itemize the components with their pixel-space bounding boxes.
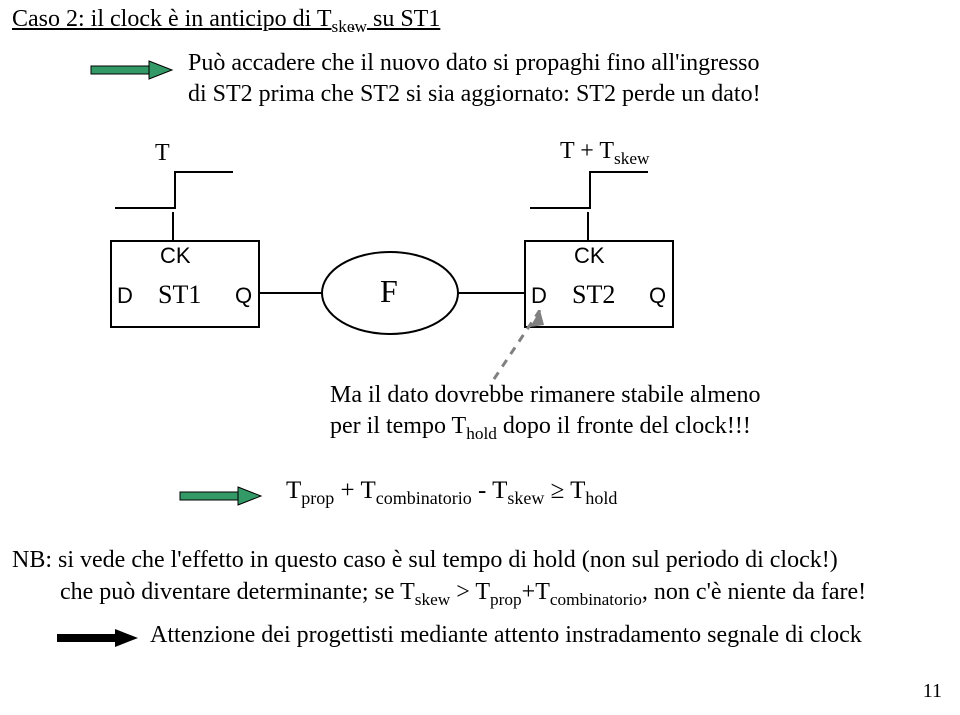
f-label: F	[380, 273, 398, 310]
ff2-ck: CK	[574, 243, 605, 269]
page: Caso 2: il clock è in anticipo di Tskew …	[0, 0, 960, 715]
ff1-d: D	[117, 283, 133, 309]
note-l2: per il tempo Thold dopo il fronte del cl…	[330, 411, 761, 445]
note: Ma il dato dovrebbe rimanere stabile alm…	[330, 380, 761, 445]
clock-label-T: T	[155, 140, 170, 167]
ff1-name: ST1	[158, 280, 201, 310]
page-number: 11	[923, 680, 942, 703]
para1-l1: Può accadere che il nuovo dato si propag…	[188, 48, 761, 79]
title-pre: Caso 2: il clock è in anticipo di T	[12, 6, 332, 32]
wire-2	[458, 291, 524, 295]
nb-l1: NB: si vede che l'effetto in questo caso…	[12, 545, 866, 577]
arrow-icon-2	[179, 486, 263, 506]
nb-l2: che può diventare determinante; se Tskew…	[12, 577, 866, 612]
ff1-ck: CK	[160, 243, 191, 269]
nb-l3: Attenzione dei progettisti mediante atte…	[150, 622, 862, 649]
inequality: Tprop + Tcombinatorio - Tskew ≥ Thold	[286, 477, 617, 509]
clock-edge-1	[115, 170, 235, 210]
ff2-name: ST2	[572, 280, 615, 310]
para1: Può accadere che il nuovo dato si propag…	[188, 48, 761, 109]
tick-2	[586, 212, 590, 242]
ff1-q: Q	[235, 283, 252, 309]
clock-label-T-plus: T + Tskew	[560, 138, 649, 169]
arrow-icon-3	[56, 628, 140, 648]
para1-l2: di ST2 prima che ST2 si sia aggiornato: …	[188, 79, 761, 110]
ff2-d: D	[531, 283, 547, 309]
title: Caso 2: il clock è in anticipo di Tskew …	[12, 6, 440, 37]
note-l1: Ma il dato dovrebbe rimanere stabile alm…	[330, 380, 761, 411]
title-sub: skew	[332, 17, 367, 36]
ff2-q: Q	[649, 283, 666, 309]
nb: NB: si vede che l'effetto in questo caso…	[12, 545, 866, 611]
clock-edge-2	[530, 170, 650, 210]
arrow-icon-1	[90, 60, 174, 80]
wire-1	[260, 291, 322, 295]
tick-1	[171, 212, 175, 242]
title-post: su ST1	[367, 6, 440, 32]
